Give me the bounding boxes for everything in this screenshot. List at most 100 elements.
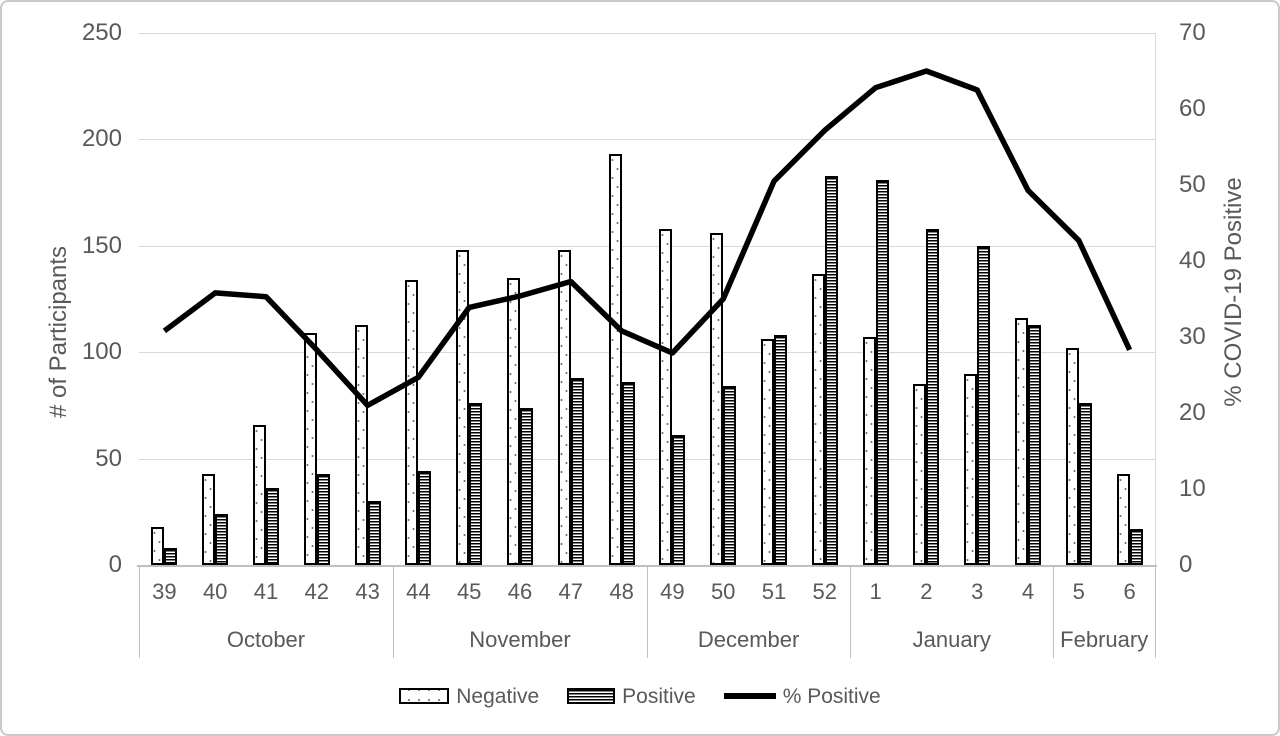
month-label-october: October xyxy=(226,627,306,652)
bar-positive-week-6 xyxy=(1129,528,1143,565)
right-axis-line xyxy=(1155,33,1156,565)
bar-positive-week-5 xyxy=(1078,403,1092,565)
negative-swatch-icon xyxy=(399,688,450,704)
bar-positive-week-51 xyxy=(774,335,787,565)
bar-negative-week-51 xyxy=(761,339,774,565)
month-label-december: December xyxy=(697,627,800,652)
bar-negative-week-52 xyxy=(811,273,825,565)
x-tick-week-45: 45 xyxy=(456,579,482,604)
percent-positive-polyline xyxy=(162,68,1133,409)
x-tick-week-43: 43 xyxy=(355,579,380,604)
bar-negative-week-42 xyxy=(303,333,317,565)
month-separator xyxy=(393,565,394,658)
x-tick-week-1: 1 xyxy=(869,579,882,604)
bar-negative-week-39 xyxy=(151,526,165,565)
percent-positive-line xyxy=(162,68,1133,409)
gridline xyxy=(139,458,1155,460)
bar-negative-week-1 xyxy=(862,337,876,565)
y-axis-tick-left: 250 xyxy=(81,19,122,46)
bar-positive-week-42 xyxy=(316,473,330,565)
y-axis-tick-left: 50 xyxy=(95,444,122,472)
bar-positive-week-39 xyxy=(164,548,178,565)
month-label-november: November xyxy=(469,627,571,652)
y-axis-tick-left: 100 xyxy=(81,338,122,366)
bar-positive-week-44 xyxy=(418,471,432,565)
x-tick-week-5: 5 xyxy=(1072,579,1085,604)
month-separator xyxy=(647,565,648,658)
y-axis-tick-right: 10 xyxy=(1179,475,1206,502)
bar-positive-week-47 xyxy=(570,377,584,565)
y-axis-tick-right: 70 xyxy=(1179,19,1206,46)
y-axis-tick-left: 200 xyxy=(81,125,122,153)
gridline xyxy=(139,139,1155,141)
month-separator xyxy=(1053,565,1055,658)
bar-positive-week-2 xyxy=(926,228,940,565)
y-axis-tick-right: 30 xyxy=(1179,323,1206,350)
x-tick-week-6: 6 xyxy=(1123,579,1136,604)
legend-label-negative: Negative xyxy=(456,684,540,708)
bar-positive-week-4 xyxy=(1028,324,1041,565)
x-tick-week-46: 46 xyxy=(507,579,533,604)
positive-swatch-icon xyxy=(567,688,616,704)
bar-positive-week-1 xyxy=(875,179,889,565)
month-separator xyxy=(1155,565,1156,658)
bar-negative-week-40 xyxy=(202,473,216,565)
y-axis-tick-right: 0 xyxy=(1179,551,1193,578)
legend-item-percent-positive: % Positive xyxy=(723,684,881,708)
bar-positive-week-52 xyxy=(824,175,838,565)
month-label-january: January xyxy=(912,627,991,652)
x-tick-week-3: 3 xyxy=(971,579,984,604)
x-tick-week-51: 51 xyxy=(761,579,787,604)
bar-positive-week-46 xyxy=(520,407,533,565)
bar-positive-week-50 xyxy=(723,386,737,565)
x-tick-week-2: 2 xyxy=(920,579,933,604)
x-tick-week-48: 48 xyxy=(609,579,634,604)
x-tick-week-39: 39 xyxy=(152,579,177,604)
legend-label-positive: Positive xyxy=(622,684,696,708)
bar-negative-week-44 xyxy=(405,279,419,565)
month-label-february: February xyxy=(1060,627,1149,652)
y-axis-tick-left: 0 xyxy=(108,551,122,578)
bar-positive-week-43 xyxy=(367,501,381,565)
bar-negative-week-45 xyxy=(456,250,470,565)
bar-negative-week-3 xyxy=(964,373,978,565)
bar-positive-week-48 xyxy=(621,382,635,565)
bar-negative-week-43 xyxy=(354,324,368,565)
x-tick-week-41: 41 xyxy=(253,579,279,604)
gridline xyxy=(139,352,1155,354)
legend-item-positive: Positive xyxy=(567,686,696,707)
bar-positive-week-49 xyxy=(672,435,686,565)
x-tick-week-50: 50 xyxy=(710,579,736,604)
percent-line-swatch-icon xyxy=(723,693,776,699)
bar-negative-week-6 xyxy=(1116,473,1130,565)
y-axis-tick-left: 150 xyxy=(81,231,122,259)
bar-negative-week-47 xyxy=(557,250,571,565)
x-tick-week-42: 42 xyxy=(304,579,330,604)
bar-positive-week-41 xyxy=(266,488,279,565)
month-separator xyxy=(139,565,140,658)
x-tick-week-49: 49 xyxy=(660,579,685,604)
bar-negative-week-50 xyxy=(710,233,724,565)
gridline xyxy=(139,33,1155,34)
y-axis-tick-right: 50 xyxy=(1179,171,1206,198)
bar-negative-week-2 xyxy=(913,384,927,565)
legend: Negative Positive % Positive xyxy=(2,678,1278,714)
bar-negative-week-46 xyxy=(507,277,520,565)
x-tick-week-40: 40 xyxy=(202,579,228,604)
bar-negative-week-41 xyxy=(253,424,266,565)
legend-item-negative: Negative xyxy=(399,686,539,707)
y-axis-tick-right: 60 xyxy=(1179,95,1206,122)
x-tick-week-47: 47 xyxy=(558,579,584,604)
bar-negative-week-48 xyxy=(608,154,622,565)
x-tick-week-44: 44 xyxy=(406,579,431,604)
bar-negative-week-4 xyxy=(1015,318,1028,565)
legend-label-percent-positive: % Positive xyxy=(782,684,881,708)
bar-positive-week-40 xyxy=(215,513,229,565)
bar-negative-week-5 xyxy=(1065,347,1079,565)
y-axis-tick-right: 20 xyxy=(1179,399,1206,426)
bar-positive-week-3 xyxy=(977,245,991,565)
x-tick-week-4: 4 xyxy=(1021,579,1035,604)
month-separator xyxy=(850,565,852,658)
